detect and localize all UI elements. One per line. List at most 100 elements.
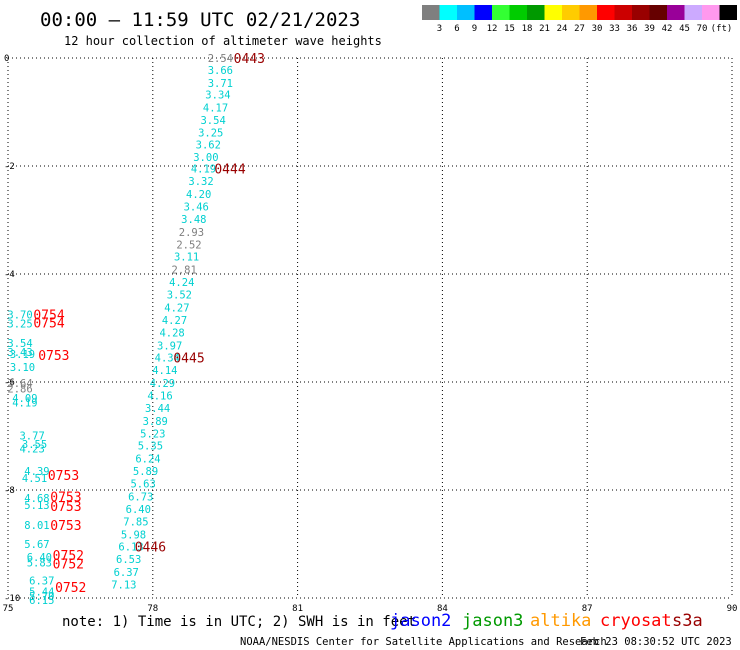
color-scale-label: 9 (472, 24, 477, 34)
color-swatch (719, 5, 737, 20)
y-tick-label: -10 (4, 594, 20, 604)
color-scale-label: 24 (557, 24, 568, 34)
color-swatch (492, 5, 510, 20)
wave-height-label: 5.67 (24, 539, 49, 551)
wave-height-label: 4.34 (155, 353, 180, 365)
color-scale-label: 6 (454, 24, 459, 34)
color-swatch (562, 5, 580, 20)
wave-height-label: 3.19 (10, 349, 35, 361)
wave-height-label: 2.81 (172, 265, 197, 277)
wave-height-label: 4.19 (12, 398, 37, 410)
x-tick-label: 75 (3, 604, 14, 614)
color-scale-label: 42 (662, 24, 673, 34)
satellite-legend-item: jason2 (390, 611, 451, 631)
color-swatch (649, 5, 667, 20)
color-scale-legend: 3 6 9 12 15 18 21 24 27 30 33 36 39 42 45 70 (ft) (422, 5, 737, 34)
x-tick-label: 90 (727, 604, 738, 614)
y-tick-label: -2 (4, 162, 15, 172)
color-scale-label: 21 (539, 24, 550, 34)
pass-time-label: 0752 (55, 581, 86, 596)
wave-height-label: 7.85 (123, 516, 148, 528)
wave-height-label: 6.37 (114, 567, 139, 579)
wave-height-label: 5.83 (27, 557, 52, 569)
wave-height-label: 5.63 (130, 479, 155, 491)
wave-height-label: 5.44 (29, 587, 54, 599)
wave-height-label: 6.40 (27, 552, 52, 564)
color-scale-label: 30 (592, 24, 603, 34)
color-swatch (474, 5, 492, 20)
color-scale-label: 39 (644, 24, 655, 34)
wave-height-label: 2.86 (7, 383, 32, 395)
wave-height-label: 5.98 (121, 529, 146, 541)
x-axis-ticks: 75 78 81 84 87 90 (3, 604, 738, 614)
color-scale-label: 27 (574, 24, 585, 34)
wave-height-label: 4.28 (159, 327, 184, 339)
pass-time-label: 0753 (50, 500, 81, 515)
x-tick-label: 84 (437, 604, 448, 614)
pass-time-label: 0753 (48, 469, 79, 484)
satellite-legend: jason2 jason3 altika cryosat s3a (390, 611, 703, 631)
footer-credit: NOAA/NESDIS Center for Satellite Applica… (240, 636, 607, 648)
wave-height-label: 3.77 (19, 430, 44, 442)
chart-title: 00:00 – 11:59 UTC 02/21/2023 (40, 9, 360, 31)
pass-time-label: 0754 (33, 317, 64, 332)
satellite-legend-item: jason3 (462, 611, 523, 631)
wave-height-label: 3.89 (143, 416, 168, 428)
color-swatch (457, 5, 475, 20)
color-scale-label: 70 (697, 24, 708, 34)
wave-height-label: 3.55 (22, 439, 47, 451)
wave-height-label: 2.93 (179, 227, 204, 239)
y-tick-label: 0 (4, 54, 9, 64)
wave-height-label: 2.52 (176, 239, 201, 251)
wave-height-label: 4.51 (22, 473, 47, 485)
y-tick-label: -6 (4, 378, 15, 388)
color-scale-label: 15 (504, 24, 515, 34)
wave-height-label: 4.39 (24, 466, 49, 478)
satellite-legend-item: s3a (672, 611, 703, 631)
wave-height-label: 4.29 (150, 378, 175, 390)
pass-time-label: 0445 (173, 352, 204, 367)
wave-height-label: 3.70 (7, 310, 32, 322)
color-swatch (439, 5, 457, 20)
footer-timestamp: Feb 23 08:30:52 UTC 2023 (580, 636, 732, 648)
x-tick-label: 81 (292, 604, 303, 614)
x-tick-label: 78 (147, 604, 158, 614)
y-tick-label: -4 (4, 270, 15, 280)
wave-height-label: 3.34 (205, 90, 230, 102)
color-scale-label: 3 (437, 24, 442, 34)
wave-height-label: 6.37 (29, 576, 54, 588)
wave-height-label: 3.25 (7, 319, 32, 331)
wave-height-label: 3.52 (167, 290, 192, 302)
wave-height-label: 4.17 (203, 103, 228, 115)
wave-height-label: 4.16 (147, 391, 172, 403)
pass-time-label: 0753 (38, 349, 69, 364)
color-scale-label: 45 (679, 24, 690, 34)
x-tick-label: 87 (582, 604, 593, 614)
wave-height-label: 6.13 (118, 542, 143, 554)
chart-subtitle: 12 hour collection of altimeter wave hei… (64, 34, 382, 48)
color-swatch (544, 5, 562, 20)
wave-height-label: 4.27 (162, 315, 187, 327)
pass-time-label: 0446 (135, 541, 166, 556)
wave-height-label: 4.68 (24, 493, 49, 505)
wave-height-label: 6.15 (29, 595, 54, 607)
wave-height-label: 4.19 (191, 164, 216, 176)
wave-height-label: 4.09 (12, 393, 37, 405)
wave-height-label: 4.24 (169, 277, 194, 289)
pass-time-label: 0752 (53, 557, 84, 572)
wave-height-label: 5.23 (140, 428, 165, 440)
color-swatch (579, 5, 597, 20)
wave-height-label: 3.25 (198, 128, 223, 140)
wave-height-label: 5.35 (138, 441, 163, 453)
wave-height-label: 3.00 (193, 152, 218, 164)
wave-height-label: 5.89 (133, 466, 158, 478)
color-swatch (509, 5, 527, 20)
wave-height-label: 3.48 (181, 214, 206, 226)
color-scale-label: 36 (627, 24, 638, 34)
pass-time-labels: 0443044404450446075407540753075307530753… (33, 52, 265, 596)
wave-height-label: 5.70 (29, 591, 54, 603)
wave-height-label: 3.64 (7, 378, 32, 390)
wave-height-label: 7.13 (111, 580, 136, 592)
wave-height-label: 4.14 (152, 365, 177, 377)
